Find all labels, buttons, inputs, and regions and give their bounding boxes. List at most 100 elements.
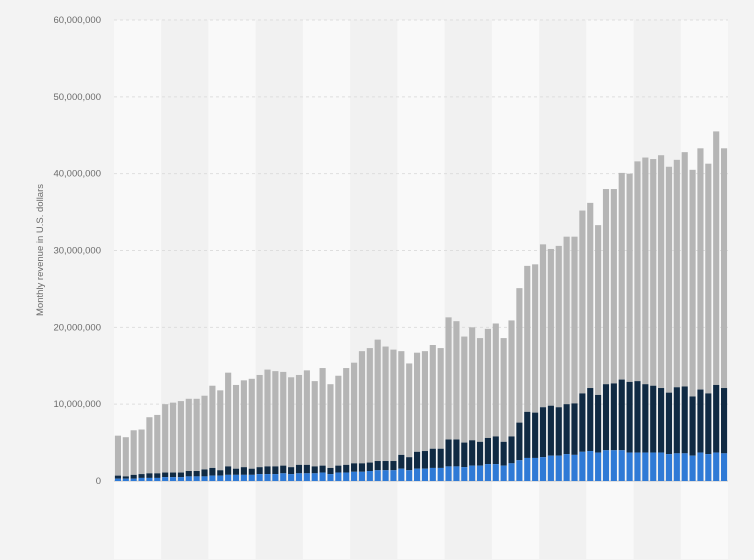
bar-segment-middle	[335, 465, 342, 473]
bar-segment-top	[280, 371, 287, 466]
bar-segment-middle	[248, 468, 255, 475]
column-band	[302, 20, 351, 559]
bar-segment-middle	[634, 381, 641, 453]
bar-segment-middle	[382, 461, 389, 471]
bar-segment-bottom	[713, 452, 720, 481]
bar-stack	[319, 368, 326, 481]
bar-segment-top	[390, 349, 397, 462]
bar-stack	[288, 377, 295, 481]
bar-stack	[650, 159, 657, 481]
bar-segment-bottom	[130, 478, 137, 481]
bar-stack	[122, 437, 129, 481]
bar-segment-bottom	[114, 478, 122, 481]
bar-segment-bottom	[232, 474, 240, 481]
bar-stack	[169, 402, 177, 481]
bar-segment-middle	[524, 411, 531, 458]
bar-segment-bottom	[595, 452, 602, 481]
bar-stack	[642, 157, 649, 481]
y-tick-labels: 0 10,000,000 20,000,000 30,000,000 40,000,00…	[53, 15, 101, 487]
bar-segment-middle	[232, 468, 240, 475]
bar-segment-bottom	[225, 474, 232, 481]
y-tick-label: 20,000,000	[53, 322, 101, 333]
bar-stack	[366, 348, 373, 481]
bar-segment-top	[343, 368, 350, 465]
bar-segment-middle	[264, 466, 271, 475]
bar-stack	[484, 328, 491, 481]
bar-segment-top	[358, 351, 366, 464]
bar-stack	[602, 189, 610, 481]
bar-segment-middle	[610, 383, 617, 451]
bar-segment-top	[138, 429, 145, 475]
bar-segment-top	[665, 166, 673, 393]
column-band	[208, 20, 256, 559]
bar-segment-middle	[618, 379, 625, 451]
bar-segment-middle	[288, 467, 295, 475]
bar-segment-bottom	[201, 476, 208, 481]
bar-segment-middle	[476, 441, 484, 466]
bar-stack	[469, 327, 476, 481]
bar-segment-top	[209, 385, 216, 468]
bar-segment-middle	[398, 454, 405, 469]
bar-stack	[705, 163, 712, 481]
bar-segment-top	[256, 374, 263, 468]
bar-stack	[256, 374, 263, 481]
bar-segment-middle	[697, 389, 704, 453]
bar-segment-top	[335, 375, 342, 466]
bar-segment-middle	[319, 465, 326, 473]
bar-stack	[240, 380, 247, 481]
bar-segment-bottom	[532, 457, 539, 481]
bar-stack	[626, 173, 633, 481]
bar-segment-top	[713, 131, 720, 385]
bar-segment-top	[618, 172, 625, 380]
bar-stack	[713, 131, 720, 481]
bar-stack	[351, 362, 358, 481]
bar-segment-top	[469, 327, 476, 441]
bar-segment-middle	[508, 436, 515, 464]
bar-segment-middle	[681, 386, 688, 454]
bar-segment-bottom	[122, 478, 129, 481]
bar-stack	[327, 384, 334, 481]
column-band	[586, 20, 634, 559]
bar-stack	[476, 338, 484, 481]
bar-segment-bottom	[280, 473, 287, 481]
y-tick-label: 30,000,000	[53, 246, 101, 257]
bar-segment-middle	[532, 412, 539, 458]
column-band	[114, 20, 162, 559]
bar-stack	[555, 245, 562, 481]
bar-stack	[193, 398, 200, 481]
bar-segment-bottom	[658, 452, 665, 481]
bar-segment-bottom	[453, 466, 460, 481]
bar-stack	[225, 372, 232, 481]
bar-segment-top	[445, 317, 452, 440]
bar-segment-bottom	[248, 474, 255, 481]
bar-stack	[382, 346, 389, 481]
bar-stack	[658, 155, 665, 481]
bar-segment-bottom	[665, 454, 673, 481]
column-band	[255, 20, 303, 559]
bar-segment-top	[720, 148, 728, 389]
bar-segment-top	[437, 348, 444, 449]
bar-stack	[358, 351, 366, 481]
bar-segment-top	[484, 328, 491, 438]
bar-stack	[217, 390, 224, 481]
column-band	[444, 20, 492, 559]
bar-stack	[185, 398, 192, 481]
bar-segment-top	[272, 371, 279, 467]
bar-stack	[280, 371, 287, 481]
bar-segment-top	[602, 189, 610, 385]
bar-segment-bottom	[697, 452, 704, 481]
bar-segment-middle	[429, 448, 436, 468]
bar-stack	[311, 381, 318, 481]
column-bands	[114, 20, 728, 559]
bar-stack	[500, 338, 507, 481]
bar-stack	[563, 236, 570, 481]
bar-segment-middle	[122, 476, 129, 479]
bar-stack	[681, 152, 688, 481]
bar-segment-middle	[665, 392, 673, 455]
bar-segment-bottom	[618, 450, 625, 481]
bar-segment-bottom	[366, 471, 373, 481]
bar-segment-bottom	[154, 477, 161, 481]
bar-segment-top	[193, 398, 200, 472]
bar-segment-middle	[595, 394, 602, 453]
